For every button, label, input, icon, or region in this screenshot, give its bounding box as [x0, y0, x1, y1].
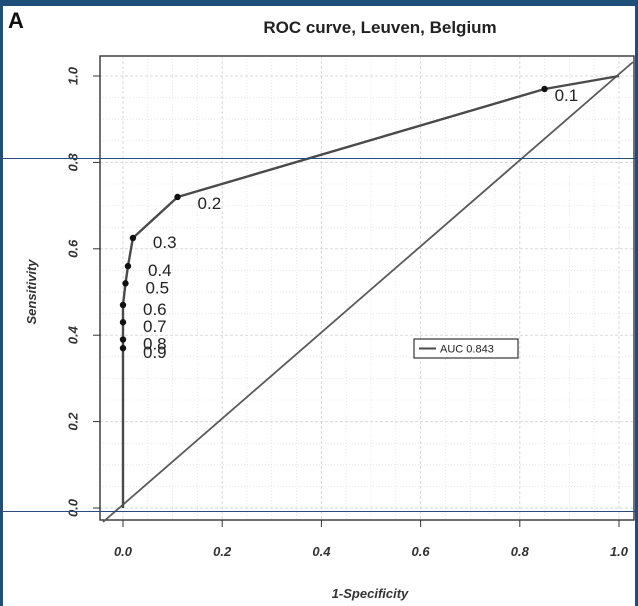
threshold-label: 0.7 — [143, 317, 167, 336]
x-axis-label: 1-Specificity — [332, 586, 409, 601]
y-axis-label: Sensitivity — [24, 259, 39, 325]
threshold-label: 0.9 — [143, 343, 167, 362]
overlay-rule — [0, 158, 638, 159]
y-tick-label: 0.8 — [65, 153, 80, 172]
threshold-label: 0.6 — [143, 300, 167, 319]
x-tick-label: 0.2 — [213, 544, 232, 559]
threshold-label: 0.5 — [145, 278, 169, 297]
y-tick-label: 0.0 — [65, 498, 80, 517]
chart-title: ROC curve, Leuven, Belgium — [263, 18, 497, 37]
threshold-label: 0.1 — [555, 86, 579, 105]
threshold-label: 0.4 — [148, 261, 172, 280]
plot-area-border — [99, 55, 635, 521]
roc-point — [124, 262, 132, 270]
roc-point — [119, 301, 127, 309]
roc-point — [119, 336, 127, 343]
reference-diagonal-line — [102, 61, 634, 523]
x-tick-label: 0.6 — [412, 544, 431, 559]
y-tick-label: 1.0 — [65, 66, 80, 85]
roc-point — [129, 234, 137, 242]
roc-point — [119, 319, 127, 326]
roc-point — [174, 193, 181, 201]
panel-letter: A — [8, 8, 24, 33]
roc-point — [119, 344, 127, 352]
roc-point — [541, 85, 548, 93]
legend-box — [413, 338, 519, 359]
grid — [100, 56, 634, 520]
legend: AUC 0.843 — [413, 338, 519, 359]
x-tick-label: 0.0 — [114, 544, 133, 559]
threshold-label: 0.2 — [198, 194, 222, 213]
overlay-rule — [0, 511, 638, 512]
y-tick-label: 0.4 — [65, 325, 80, 344]
threshold-label: 0.3 — [153, 233, 177, 252]
curves: 0.90.80.70.6 0.50.4 0.3 0.2 0.1 — [102, 61, 634, 523]
y-tick-label: 0.2 — [65, 412, 80, 431]
axes: 0.0 0.2 0.4 0.6 0.8 1.0 0.0 0.2 0.4 0.6 0.8 1.0 — [65, 66, 628, 559]
x-tick-label: 0.4 — [312, 544, 331, 559]
x-tick-label: 0.8 — [511, 544, 530, 559]
roc-point — [122, 280, 129, 287]
legend-entry-label: AUC 0.843 — [440, 344, 494, 356]
x-tick-label: 1.0 — [610, 544, 629, 559]
threshold-label: 0.8 — [143, 335, 167, 354]
y-tick-label: 0.6 — [65, 239, 80, 258]
